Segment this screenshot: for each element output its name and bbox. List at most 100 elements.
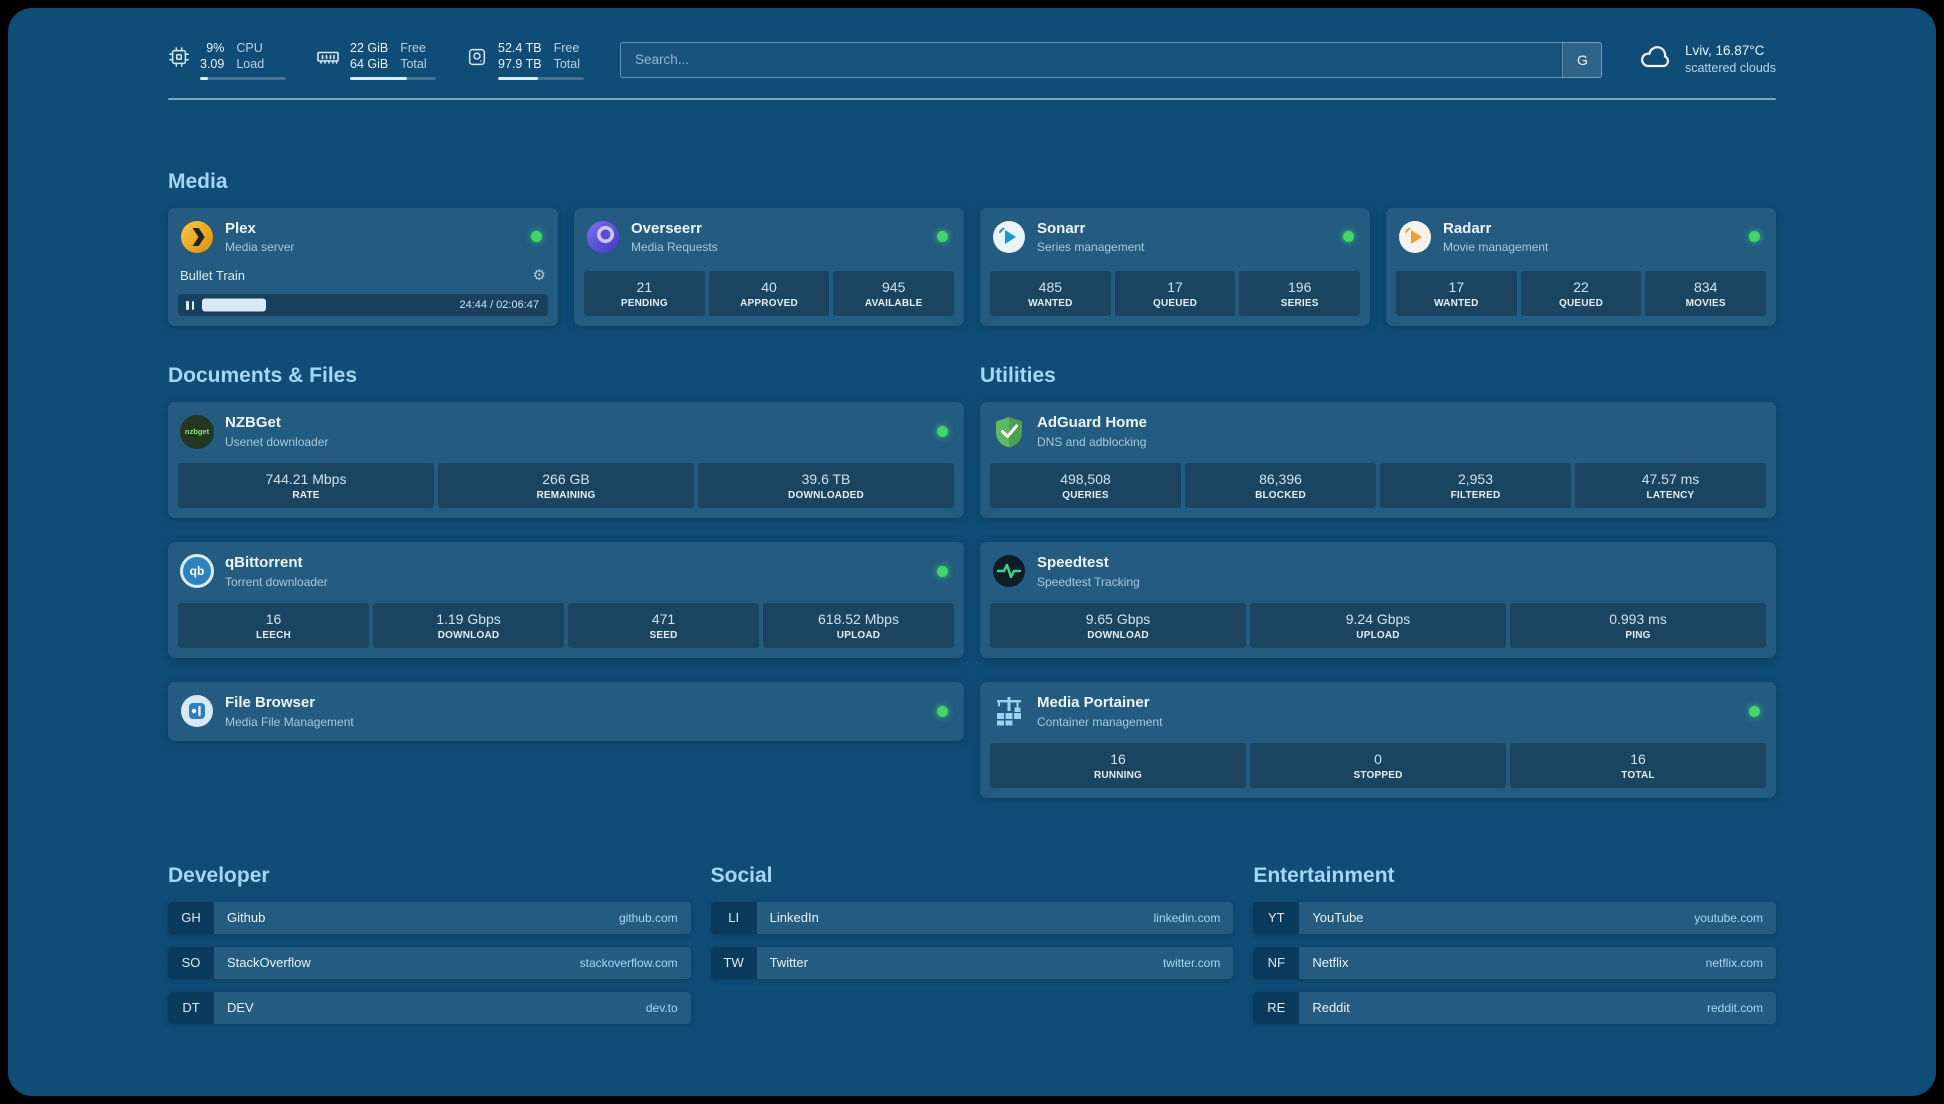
disk-total-value: 97.9 TB — [498, 57, 542, 72]
qbittorrent-icon: qb — [180, 554, 214, 589]
service-link-radarr[interactable]: Radarr Movie management — [1396, 218, 1766, 257]
overseerr-icon — [586, 220, 620, 254]
disk-icon — [466, 46, 488, 73]
stat-label: STOPPED — [1353, 769, 1403, 781]
bookmark-dev[interactable]: DT DEV dev.to — [168, 991, 691, 1024]
stat-total: 16 TOTAL — [1510, 742, 1766, 788]
search-bar: G — [620, 41, 1602, 78]
adguard-icon — [992, 415, 1026, 449]
search-provider-button[interactable]: G — [1561, 41, 1602, 78]
service-name: Overseerr — [631, 219, 702, 237]
service-desc: Media Requests — [631, 240, 718, 255]
stat-value: 471 — [651, 610, 676, 627]
bookmark-netflix[interactable]: NF Netflix netflix.com — [1253, 946, 1776, 979]
service-link-plex[interactable]: Plex Media server — [178, 218, 548, 257]
stat-value: 945 — [882, 279, 906, 296]
stat-value: 2,953 — [1457, 471, 1494, 487]
stat-label: WANTED — [1434, 298, 1479, 310]
playback-progress-bar[interactable] — [202, 298, 540, 312]
stat-rate: 744.21 Mbps RATE — [178, 463, 434, 508]
bookmark-linkedin[interactable]: LI LinkedIn linkedin.com — [710, 901, 1234, 934]
section-utilities: Utilities AdGuard Home DNS and adblockin… — [980, 364, 1776, 798]
stat-label: QUERIES — [1062, 490, 1109, 501]
stat-value: 1.19 Gbps — [436, 610, 501, 627]
service-link-nzbget[interactable]: nzbget NZBGet Usenet downloader — [178, 412, 954, 451]
bookmark-abbr: DT — [168, 991, 214, 1024]
section-title-social: Social — [710, 863, 773, 887]
memory-widget: 22 GiB 64 GiB Free Total — [316, 40, 436, 80]
stat-label: APPROVED — [740, 298, 798, 310]
service-card-adguard: AdGuard Home DNS and adblocking 498,508 … — [980, 402, 1776, 518]
bookmark-group-entertainment: Entertainment YT YouTube youtube.com NF … — [1253, 864, 1776, 1037]
service-card-plex: Plex Media server Bullet Train ⚙ 24:44 /… — [168, 207, 558, 327]
service-desc: Usenet downloader — [225, 435, 329, 449]
service-link-portainer[interactable]: Media Portainer Container management — [990, 692, 1766, 731]
weather-widget[interactable]: Lviv, 16.87°C scattered clouds — [1638, 42, 1776, 77]
stat-stopped: 0 STOPPED — [1250, 742, 1506, 788]
status-dot-online — [937, 565, 948, 577]
service-name: Plex — [225, 219, 256, 237]
now-playing-title: Bullet Train — [180, 267, 246, 283]
service-card-radarr: Radarr Movie management 17 WANTED 22 QUE… — [1386, 207, 1776, 327]
service-link-qbittorrent[interactable]: qb qBittorrent Torrent downloader — [178, 552, 954, 591]
stat-value: 47.57 ms — [1641, 471, 1700, 487]
stat-latency: 47.57 ms LATENCY — [1575, 463, 1766, 508]
stat-value: 485 — [1038, 279, 1063, 296]
stat-upload: 618.52 Mbps UPLOAD — [763, 602, 954, 648]
service-name: File Browser — [225, 693, 316, 711]
plex-icon — [180, 220, 214, 254]
service-link-overseerr[interactable]: Overseerr Media Requests — [584, 218, 954, 257]
stat-label: QUEUED — [1559, 298, 1603, 310]
service-link-adguard[interactable]: AdGuard Home DNS and adblocking — [990, 412, 1766, 451]
stat-ping: 0.993 ms PING — [1510, 602, 1766, 648]
bookmark-name: StackOverflow — [227, 955, 311, 970]
disk-free-value: 52.4 TB — [498, 41, 542, 55]
stat-label: QUEUED — [1153, 298, 1197, 310]
service-stats: 17 WANTED 22 QUEUED 834 MOVIES — [1396, 259, 1767, 317]
service-link-sonarr[interactable]: Sonarr Series management — [990, 218, 1360, 257]
cpu-label: CPU — [236, 41, 263, 55]
gear-icon[interactable]: ⚙ — [532, 267, 546, 285]
stat-filtered: 2,953 FILTERED — [1380, 463, 1571, 508]
stat-label: SERIES — [1280, 298, 1319, 310]
service-stats: 21 PENDING 40 APPROVED 945 AVAILABLE — [584, 259, 955, 317]
bookmark-stackoverflow[interactable]: SO StackOverflow stackoverflow.com — [168, 946, 691, 979]
stat-leech: 16 LEECH — [178, 602, 369, 648]
service-card-speedtest: Speedtest Speedtest Tracking 9.65 Gbps D… — [980, 542, 1776, 658]
disk-total-label: Total — [553, 57, 580, 72]
cpu-usage-bar — [200, 76, 286, 80]
service-name: Sonarr — [1037, 219, 1086, 237]
stat-value: 21 — [636, 279, 653, 296]
service-desc: DNS and adblocking — [1037, 435, 1147, 449]
stat-label: RUNNING — [1093, 769, 1143, 781]
service-link-filebrowser[interactable]: File Browser Media File Management — [178, 692, 954, 731]
stat-value: 39.6 TB — [801, 471, 851, 487]
pause-button[interactable] — [186, 300, 194, 310]
search-input[interactable] — [620, 41, 1602, 78]
stat-wanted: 485 WANTED — [990, 271, 1111, 317]
stat-value: 618.52 Mbps — [818, 610, 899, 627]
stat-download: 9.65 Gbps DOWNLOAD — [990, 602, 1246, 648]
stat-label: UPLOAD — [836, 629, 881, 641]
service-card-nzbget: nzbget NZBGet Usenet downloader 744.21 M… — [168, 402, 964, 518]
bookmark-url: stackoverflow.com — [579, 955, 678, 970]
service-name: Speedtest — [1037, 554, 1109, 571]
stat-value: 0 — [1374, 750, 1382, 767]
bookmark-youtube[interactable]: YT YouTube youtube.com — [1253, 901, 1776, 934]
stat-remaining: 266 GB REMAINING — [438, 463, 694, 508]
bookmark-abbr: NF — [1253, 946, 1300, 979]
bookmark-twitter[interactable]: TW Twitter twitter.com — [710, 946, 1234, 979]
bookmark-github[interactable]: GH Github github.com — [168, 901, 691, 934]
stat-value: 16 — [1110, 750, 1126, 767]
service-link-speedtest[interactable]: Speedtest Speedtest Tracking — [990, 552, 1766, 591]
dashboard-panel: 9% 3.09 CPU Load — [8, 8, 1936, 1096]
stat-running: 16 RUNNING — [990, 742, 1246, 788]
speedtest-icon — [992, 554, 1026, 588]
stat-label: PING — [1625, 629, 1651, 641]
bookmark-reddit[interactable]: RE Reddit reddit.com — [1253, 991, 1776, 1024]
stat-pending: 21 PENDING — [584, 271, 705, 317]
bookmark-abbr: SO — [168, 946, 214, 979]
bookmark-abbr: RE — [1253, 991, 1300, 1024]
stat-downloaded: 39.6 TB DOWNLOADED — [698, 463, 954, 508]
stat-value: 9.24 Gbps — [1345, 610, 1411, 627]
